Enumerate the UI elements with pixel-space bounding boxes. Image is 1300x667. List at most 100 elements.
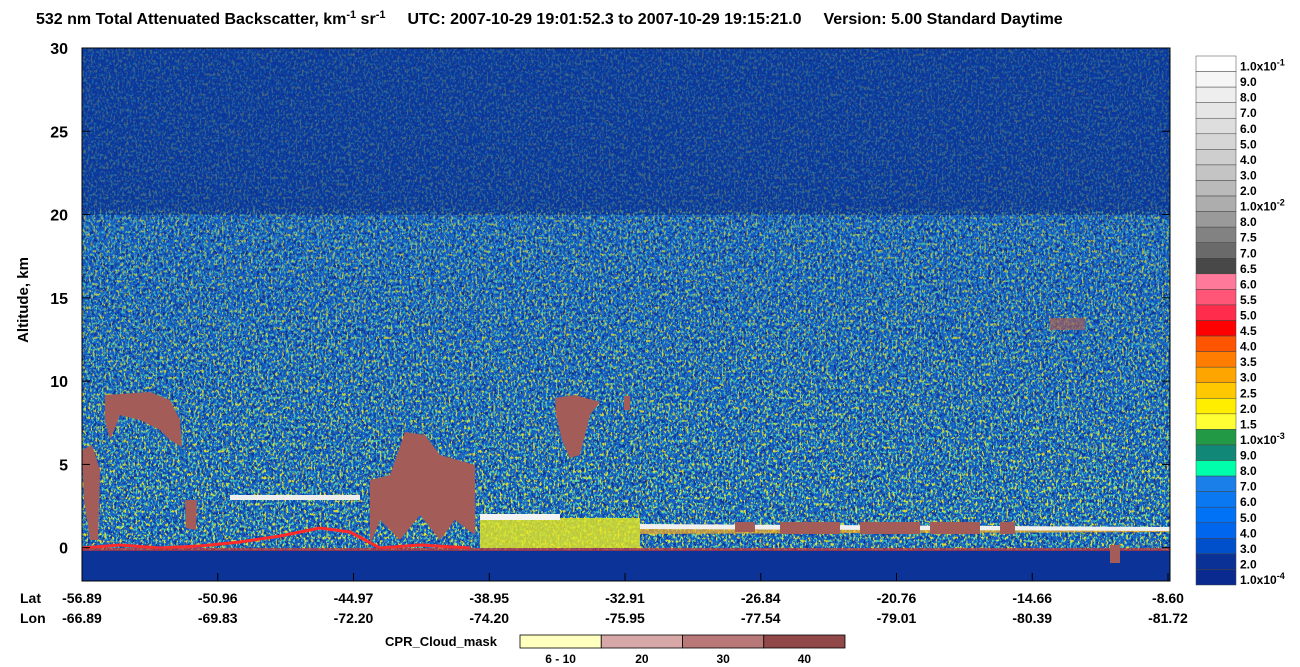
x-tick-label: -26.84 bbox=[741, 590, 781, 606]
colorbar-swatch bbox=[1195, 382, 1237, 399]
chart-title: 532 nm Total Attenuated Backscatter, km-… bbox=[36, 9, 1063, 28]
colorbar-swatch bbox=[1195, 304, 1237, 321]
x-tick-label: -81.72 bbox=[1148, 610, 1188, 626]
colorbar-label: 7.0 bbox=[1240, 106, 1257, 120]
colorbar-swatch bbox=[1195, 506, 1237, 524]
y-tick-label: 25 bbox=[50, 124, 68, 141]
colorbar-label: 7.5 bbox=[1240, 231, 1257, 245]
colorbar-label-text: 1.0x10 bbox=[1240, 433, 1277, 447]
cpr-swatch bbox=[519, 634, 602, 649]
colorbar-swatch bbox=[1195, 491, 1237, 508]
cpr-label: 6 - 10 bbox=[545, 652, 576, 666]
x-tick-label: -69.83 bbox=[198, 610, 238, 626]
colorbar-swatch bbox=[1195, 86, 1237, 103]
x-tick-label: -8.60 bbox=[1152, 590, 1184, 606]
x-tick-label: -77.54 bbox=[741, 610, 781, 626]
colorbar-swatch bbox=[1195, 538, 1237, 555]
colorbar-label-text: 1.0x10 bbox=[1240, 200, 1277, 214]
colorbar-label-text: 2.0 bbox=[1240, 557, 1257, 571]
colorbar-swatch bbox=[1195, 553, 1237, 570]
colorbar-swatch bbox=[1195, 320, 1237, 337]
y-axis-label: Altitude, km bbox=[15, 257, 32, 343]
x-tick-label: -66.89 bbox=[62, 610, 102, 626]
colorbar-label: 5.0 bbox=[1240, 511, 1257, 525]
colorbar-swatch bbox=[1195, 273, 1237, 290]
colorbar-label: 8.0 bbox=[1240, 91, 1257, 105]
colorbar-label: 4.0 bbox=[1240, 340, 1257, 354]
x-tick-label: -72.20 bbox=[334, 610, 374, 626]
colorbar-label: 9.0 bbox=[1240, 449, 1257, 463]
y-tick-label: 5 bbox=[59, 457, 68, 474]
colorbar-label: 8.0 bbox=[1240, 464, 1257, 478]
colorbar-swatch bbox=[1195, 180, 1237, 197]
colorbar-swatch bbox=[1195, 460, 1237, 477]
colorbar-label: 8.0 bbox=[1240, 215, 1257, 229]
colorbar-label: 6.0 bbox=[1240, 277, 1257, 291]
colorbar-swatch bbox=[1195, 226, 1237, 243]
cpr-label: 20 bbox=[635, 652, 649, 666]
colorbar-swatch bbox=[1195, 351, 1237, 368]
colorbar-label: 3.0 bbox=[1240, 168, 1257, 182]
y-tick-label: 30 bbox=[50, 41, 68, 58]
colorbar-label: 3.0 bbox=[1240, 371, 1257, 385]
colorbar-label: 9.0 bbox=[1240, 75, 1257, 89]
colorbar-swatch bbox=[1195, 366, 1237, 383]
colorbar-label-sup: -2 bbox=[1277, 198, 1285, 208]
colorbar-label-text: 1.0x10 bbox=[1240, 60, 1277, 74]
colorbar-swatch bbox=[1195, 149, 1237, 166]
colorbar-label: 1.0x10-2 bbox=[1240, 198, 1285, 214]
colorbar-label-text: 3.0 bbox=[1240, 542, 1257, 556]
colorbar-label: 1.0x10-1 bbox=[1240, 58, 1285, 74]
colorbar-label: 3.5 bbox=[1240, 355, 1257, 369]
title-sup: -1 bbox=[346, 9, 356, 21]
x-tick-label: -50.96 bbox=[198, 590, 238, 606]
colorbar-label-text: 5.0 bbox=[1240, 137, 1257, 151]
colorbar-swatch bbox=[1195, 164, 1237, 181]
colorbar-label-text: 7.0 bbox=[1240, 106, 1257, 120]
colorbar-label: 1.0x10-4 bbox=[1240, 571, 1285, 587]
colorbar-swatch bbox=[1195, 429, 1237, 446]
title-version: Version: 5.00 Standard Daytime bbox=[823, 11, 1062, 28]
colorbar-swatch bbox=[1195, 335, 1237, 352]
colorbar-label: 6.5 bbox=[1240, 262, 1257, 276]
cpr-swatch bbox=[682, 634, 765, 649]
x-row-name: Lat bbox=[20, 590, 41, 606]
colorbar-swatch bbox=[1195, 444, 1237, 461]
x-tick-label: -75.95 bbox=[605, 610, 645, 626]
colorbar-swatch bbox=[1195, 55, 1237, 72]
colorbar-label-text: 8.0 bbox=[1240, 215, 1257, 229]
x-tick-label: -32.91 bbox=[605, 590, 645, 606]
colorbar-label: 2.0 bbox=[1240, 184, 1257, 198]
colorbar-swatch bbox=[1195, 71, 1237, 88]
colorbar-label-text: 5.5 bbox=[1240, 293, 1257, 307]
colorbar-label-text: 8.0 bbox=[1240, 91, 1257, 105]
colorbar-label-sup: -3 bbox=[1277, 431, 1285, 441]
colorbar-label-text: 3.5 bbox=[1240, 355, 1257, 369]
colorbar-label-text: 4.0 bbox=[1240, 526, 1257, 540]
colorbar-swatch bbox=[1195, 102, 1237, 119]
colorbar-label: 5.0 bbox=[1240, 137, 1257, 151]
colorbar-label-text: 4.0 bbox=[1240, 153, 1257, 167]
colorbar-label-text: 4.0 bbox=[1240, 340, 1257, 354]
colorbar-swatch bbox=[1195, 398, 1237, 415]
colorbar-label: 2.5 bbox=[1240, 386, 1257, 400]
y-tick-label: 0 bbox=[59, 541, 68, 558]
colorbar-label-text: 1.0x10 bbox=[1240, 573, 1277, 587]
colorbar-swatch bbox=[1195, 117, 1237, 135]
colorbar-swatch bbox=[1195, 258, 1237, 275]
x-tick-label: -14.66 bbox=[1012, 590, 1052, 606]
cpr-title: CPR_Cloud_mask bbox=[385, 634, 498, 649]
colorbar-label-text: 9.0 bbox=[1240, 75, 1257, 89]
cpr-swatch bbox=[763, 634, 846, 649]
x-tick-label: -20.76 bbox=[877, 590, 917, 606]
colorbar-label-text: 5.0 bbox=[1240, 511, 1257, 525]
title-text: sr bbox=[356, 11, 376, 28]
colorbar-swatch bbox=[1195, 413, 1237, 430]
x-tick-label: -79.01 bbox=[877, 610, 917, 626]
title-text: 532 nm Total Attenuated Backscatter, km bbox=[36, 11, 346, 28]
colorbar-swatch bbox=[1195, 133, 1237, 150]
colorbar-label: 5.0 bbox=[1240, 309, 1257, 323]
y-tick-label: 20 bbox=[50, 208, 68, 225]
x-tick-label: -74.20 bbox=[469, 610, 509, 626]
